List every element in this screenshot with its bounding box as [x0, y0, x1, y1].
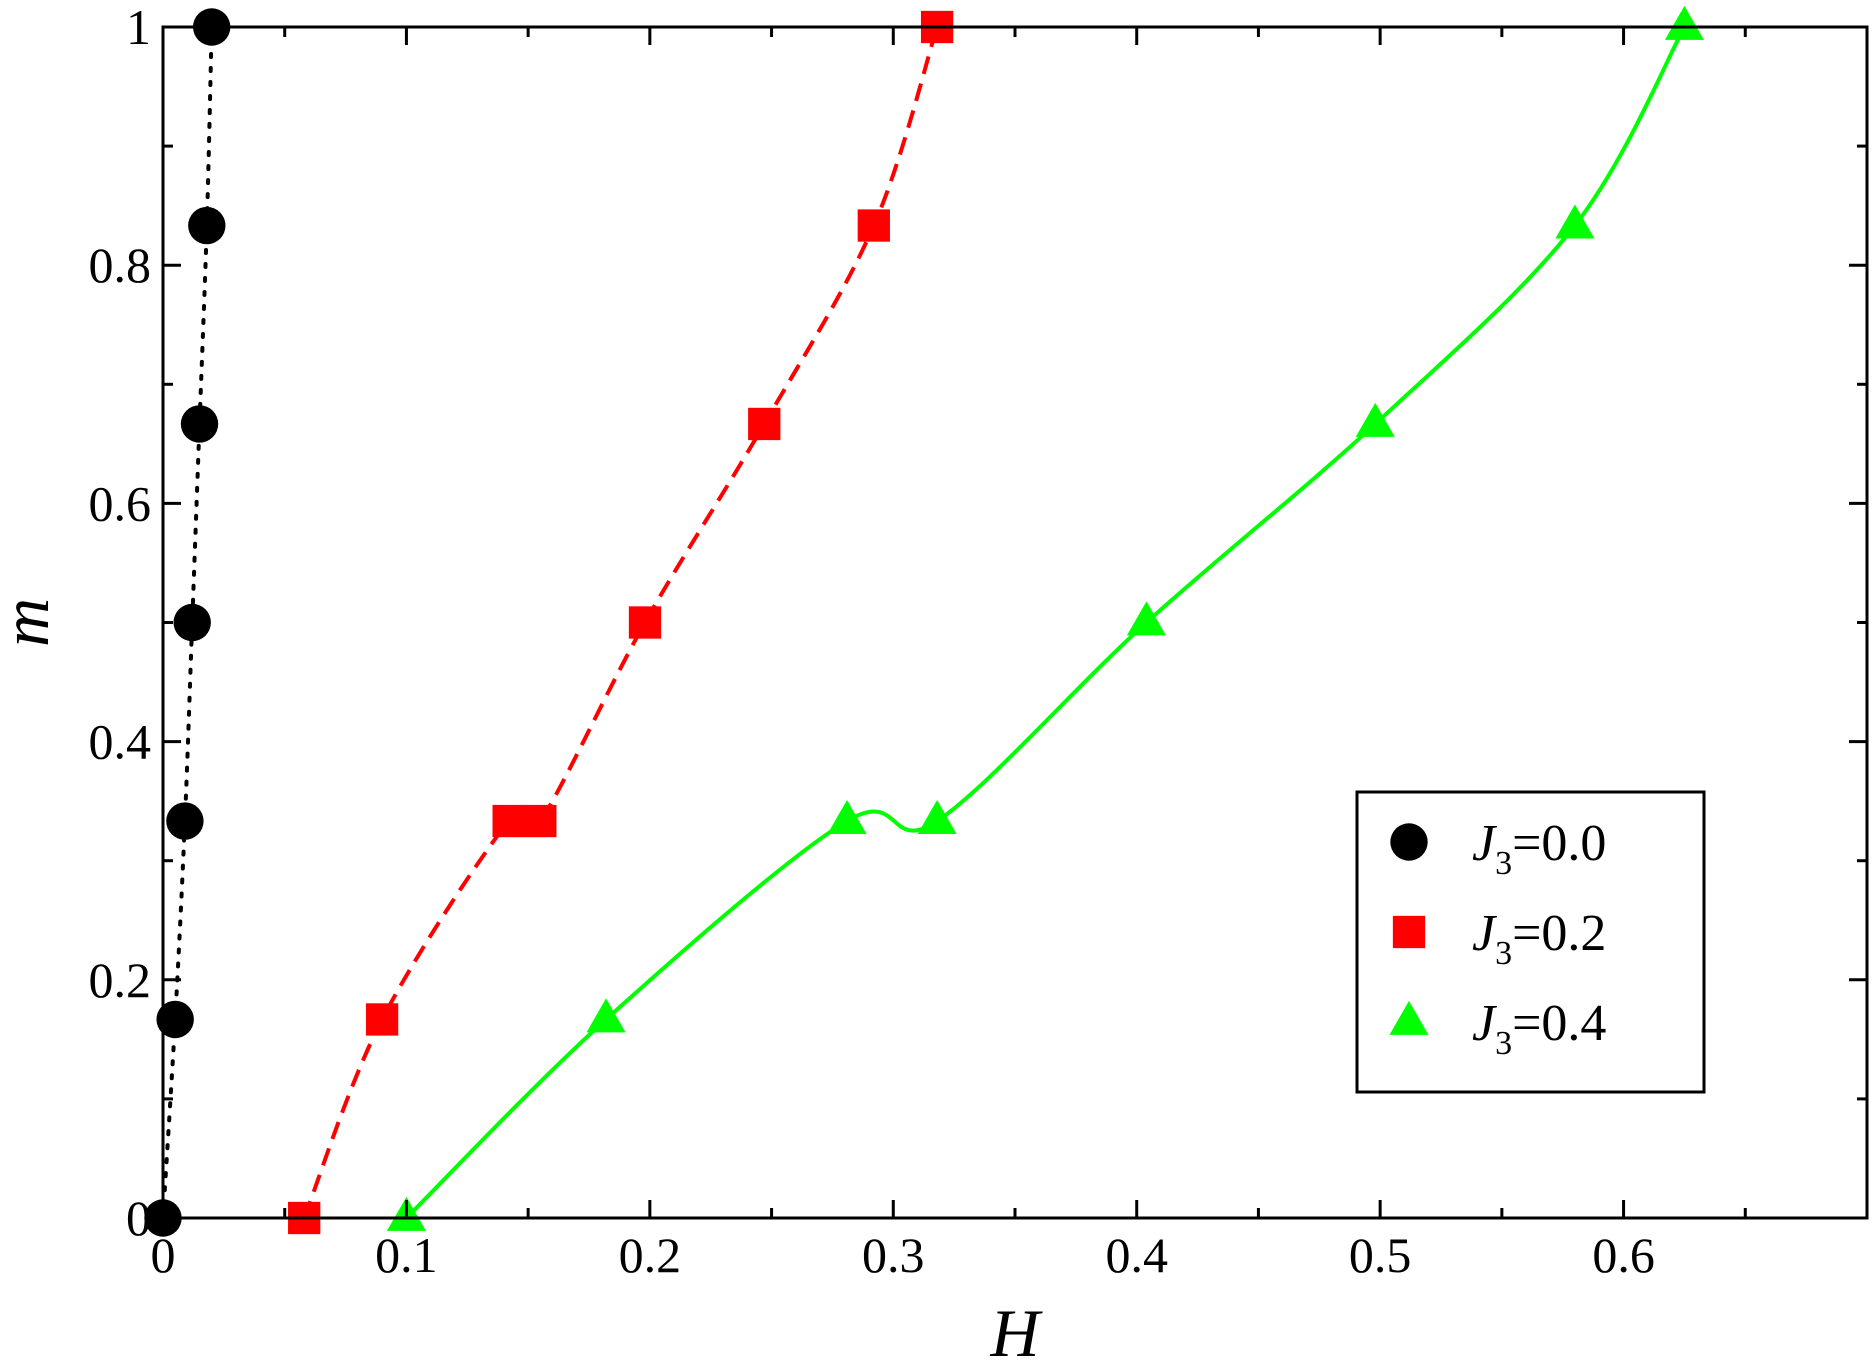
- data-point: [365, 1003, 399, 1036]
- y-tick-label: 0.8: [89, 237, 152, 293]
- x-tick-label: 0.4: [1105, 1227, 1168, 1283]
- axis-ticks: [161, 25, 1869, 1220]
- y-tick-label: 0: [126, 1190, 151, 1246]
- x-tick-label: 0.3: [862, 1227, 925, 1283]
- x-axis-title: H: [989, 1295, 1043, 1367]
- data-point: [156, 1000, 194, 1039]
- data-point: [492, 804, 525, 838]
- data-point: [628, 606, 662, 639]
- data-point: [857, 209, 890, 242]
- data-point: [1126, 601, 1167, 636]
- data-point: [1555, 204, 1595, 239]
- data-point: [1355, 402, 1395, 437]
- data-point: [188, 206, 226, 245]
- series-line-1: [302, 26, 940, 1219]
- legend-label: J3=0.4: [1472, 995, 1606, 1062]
- x-tick-label: 0.2: [619, 1227, 682, 1283]
- data-point: [524, 804, 557, 838]
- x-tick-label: 0.6: [1592, 1227, 1655, 1283]
- y-tick-label: 0.2: [89, 952, 152, 1008]
- data-point: [827, 799, 867, 834]
- data-point: [586, 998, 626, 1033]
- data-point: [748, 407, 781, 441]
- legend-marker: [1389, 1000, 1429, 1035]
- data-point: [166, 802, 204, 840]
- legend-label: J3=0.2: [1472, 905, 1606, 972]
- legend-marker: [1392, 915, 1426, 949]
- data-point: [917, 799, 957, 834]
- legend: J3=0.0 J3=0.2 J3=0.4: [1355, 790, 1706, 1094]
- x-tick-label: 0.5: [1349, 1227, 1412, 1283]
- legend-marker: [1390, 823, 1428, 861]
- y-tick-label: 0.4: [89, 714, 152, 770]
- x-tick-label: 0.1: [375, 1227, 438, 1283]
- data-point: [173, 603, 211, 642]
- series-line-2: [405, 26, 1687, 1220]
- legend-label: J3=0.0: [1472, 815, 1606, 882]
- data-point: [180, 405, 219, 443]
- y-tick-label: 1: [126, 0, 151, 55]
- axis-tick-labels: 0 0.1 0.2 0.3 0.4 0.5 0.6 0 0.2 0.4 0.6 0.8 1: [89, 0, 1655, 1283]
- y-axis-title: m: [0, 598, 63, 647]
- x-tick-label: 0: [151, 1227, 176, 1283]
- data-point: [1664, 5, 1704, 40]
- y-tick-label: 0.6: [89, 475, 152, 531]
